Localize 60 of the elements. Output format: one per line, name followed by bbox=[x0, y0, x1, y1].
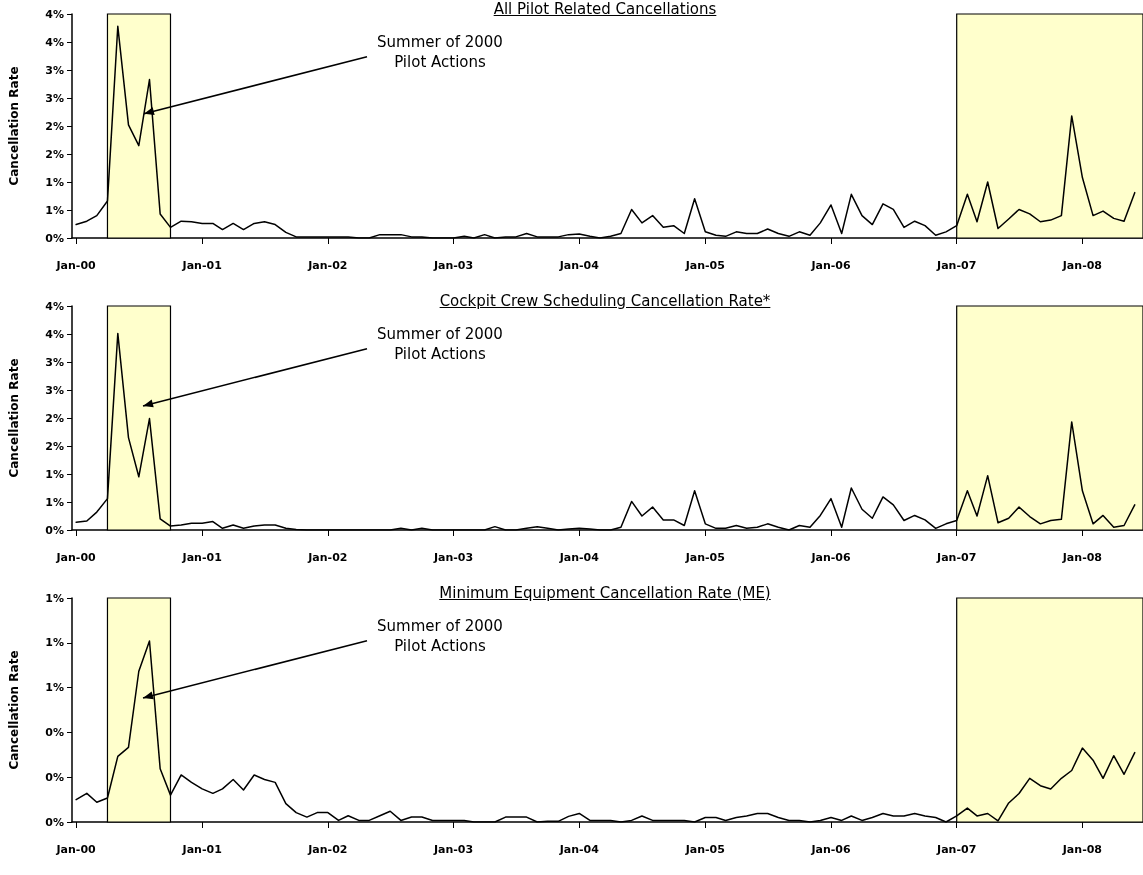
x-tick-label: Jan-00 bbox=[55, 551, 97, 564]
x-tick-label: Jan-01 bbox=[181, 259, 222, 272]
annotation: Summer of 2000 Pilot Actions bbox=[376, 324, 504, 364]
y-tick-label: 0% bbox=[45, 725, 64, 739]
x-tick-label: Jan-05 bbox=[684, 259, 725, 272]
annotation: Summer of 2000 Pilot Actions bbox=[376, 32, 504, 72]
x-tick-label: Jan-04 bbox=[558, 259, 600, 272]
chart-title: All Pilot Related Cancellations bbox=[492, 0, 718, 18]
y-tick-label: 2% bbox=[45, 411, 64, 425]
chart-title: Minimum Equipment Cancellation Rate (ME) bbox=[438, 584, 772, 602]
y-tick-label: 0% bbox=[45, 231, 64, 245]
x-tick-label: Jan-06 bbox=[810, 843, 851, 856]
chart-title: Cockpit Crew Scheduling Cancellation Rate* bbox=[438, 292, 772, 310]
y-tick-label: 1% bbox=[45, 203, 64, 217]
y-tick-label: 0% bbox=[45, 523, 64, 537]
y-axis-title: Cancellation Rate bbox=[7, 358, 21, 478]
y-axis-title: Cancellation Rate bbox=[7, 650, 21, 770]
y-tick-label: 4% bbox=[45, 7, 64, 21]
y-tick-label: 0% bbox=[45, 815, 64, 829]
x-tick-label: Jan-07 bbox=[936, 551, 977, 564]
x-tick-label: Jan-06 bbox=[810, 259, 851, 272]
y-tick-label: 1% bbox=[45, 175, 64, 189]
y-tick-label: 0% bbox=[45, 770, 64, 784]
x-tick-label: Jan-06 bbox=[810, 551, 851, 564]
y-tick-label: 1% bbox=[45, 467, 64, 481]
x-tick-label: Jan-08 bbox=[1061, 551, 1103, 564]
x-tick-label: Jan-02 bbox=[307, 551, 348, 564]
x-tick-label: Jan-05 bbox=[684, 551, 725, 564]
y-tick-label: 2% bbox=[45, 147, 64, 161]
x-tick-label: Jan-01 bbox=[181, 551, 222, 564]
x-tick-label: Jan-03 bbox=[432, 551, 474, 564]
y-tick-label: 1% bbox=[45, 636, 64, 650]
x-tick-label: Jan-07 bbox=[936, 843, 977, 856]
x-tick-label: Jan-07 bbox=[936, 259, 977, 272]
x-tick-label: Jan-08 bbox=[1061, 259, 1103, 272]
y-tick-label: 2% bbox=[45, 439, 64, 453]
y-tick-label: 3% bbox=[45, 355, 64, 369]
x-tick-label: Jan-04 bbox=[558, 843, 600, 856]
annotation: Summer of 2000 Pilot Actions bbox=[376, 616, 504, 656]
y-tick-label: 1% bbox=[45, 495, 64, 509]
x-tick-label: Jan-04 bbox=[558, 551, 600, 564]
y-tick-label: 2% bbox=[45, 119, 64, 133]
x-tick-label: Jan-03 bbox=[432, 843, 474, 856]
y-tick-label: 4% bbox=[45, 35, 64, 49]
y-tick-label: 4% bbox=[45, 327, 64, 341]
x-tick-label: Jan-03 bbox=[432, 259, 474, 272]
x-tick-label: Jan-08 bbox=[1061, 843, 1103, 856]
y-tick-label: 3% bbox=[45, 383, 64, 397]
y-axis-title: Cancellation Rate bbox=[7, 66, 21, 186]
y-tick-label: 3% bbox=[45, 91, 64, 105]
x-tick-label: Jan-01 bbox=[181, 843, 222, 856]
x-tick-label: Jan-00 bbox=[55, 843, 97, 856]
y-tick-label: 4% bbox=[45, 299, 64, 313]
x-tick-label: Jan-05 bbox=[684, 843, 725, 856]
x-tick-label: Jan-02 bbox=[307, 843, 348, 856]
y-tick-label: 1% bbox=[45, 681, 64, 695]
x-tick-label: Jan-00 bbox=[55, 259, 97, 272]
y-tick-label: 1% bbox=[45, 591, 64, 605]
y-tick-label: 3% bbox=[45, 63, 64, 77]
x-tick-label: Jan-02 bbox=[307, 259, 348, 272]
